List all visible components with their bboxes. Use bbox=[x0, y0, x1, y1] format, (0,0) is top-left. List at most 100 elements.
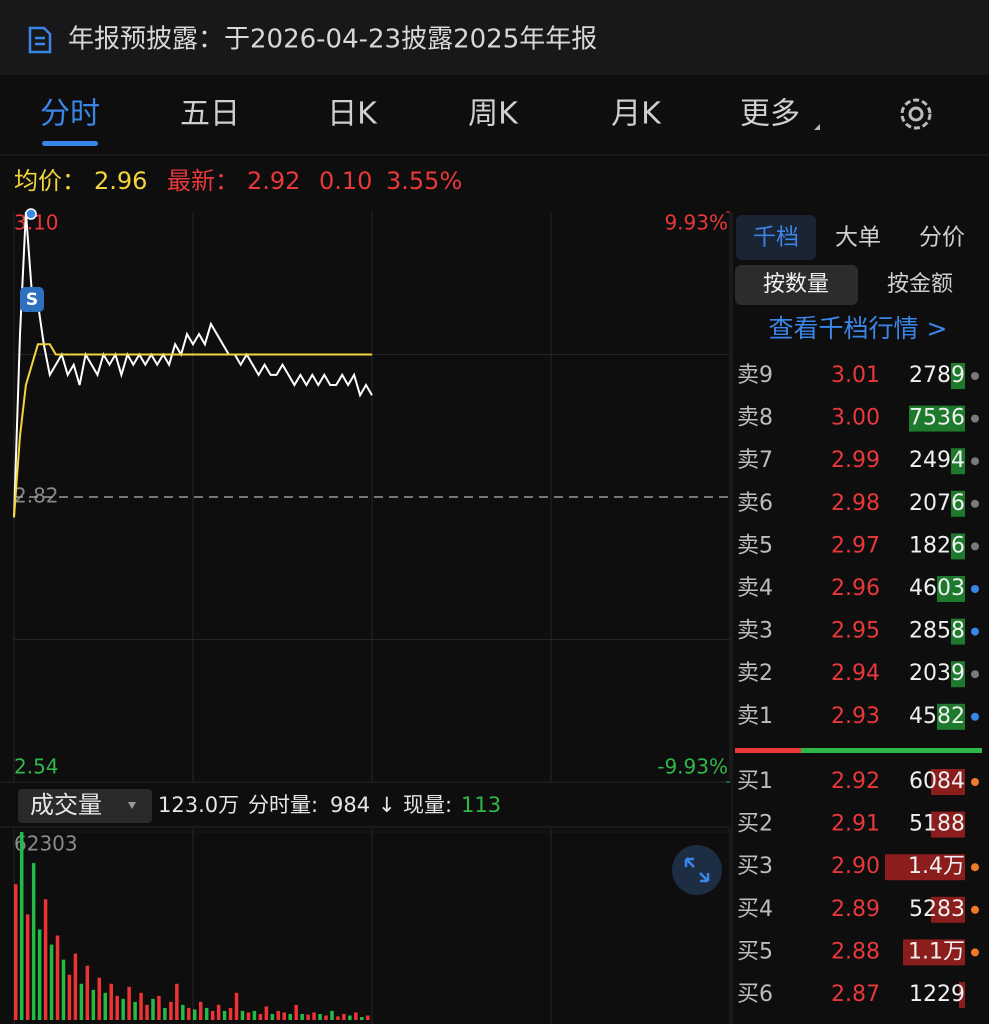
settings-icon[interactable] bbox=[900, 98, 932, 130]
volume-bar bbox=[228, 1007, 233, 1020]
book-level: 买1 bbox=[737, 769, 773, 794]
book-dot bbox=[971, 905, 979, 914]
volume-bar bbox=[354, 1012, 358, 1020]
volume-arrow: ↓ bbox=[378, 793, 396, 817]
book-tab[interactable]: 分价 bbox=[919, 225, 965, 251]
book-link[interactable]: 查看千档行情 > bbox=[769, 314, 948, 343]
volume-selector[interactable]: 成交量 bbox=[30, 791, 102, 819]
book-volume: 2494 bbox=[909, 448, 965, 473]
dropdown-arrow bbox=[128, 802, 136, 809]
book-volume: 1.1万 bbox=[908, 939, 965, 964]
book-tab[interactable]: 大单 bbox=[835, 225, 881, 251]
book-volume-bar bbox=[931, 811, 965, 838]
book-level: 卖6 bbox=[737, 491, 773, 516]
volume-bar bbox=[31, 863, 36, 1020]
quote-latest-label: 最新： bbox=[167, 167, 239, 195]
volume-bar bbox=[169, 1001, 173, 1020]
book-level: 卖1 bbox=[737, 704, 773, 729]
book-price: 2.91 bbox=[831, 812, 880, 837]
volume-bar bbox=[14, 884, 18, 1020]
volume-bar bbox=[366, 1015, 370, 1020]
book-tab-bg bbox=[736, 215, 816, 260]
book-price: 3.01 bbox=[831, 363, 880, 388]
quote-latest: 2.92 bbox=[247, 167, 300, 195]
volume-bar bbox=[264, 1006, 269, 1020]
book-level: 卖4 bbox=[737, 576, 773, 601]
book-volume-bar bbox=[931, 896, 965, 923]
book-volume-bar bbox=[885, 854, 965, 881]
tab[interactable]: 月K bbox=[611, 97, 662, 132]
y-tick-label: 2.82 bbox=[14, 484, 59, 508]
book-volume-bar bbox=[951, 618, 965, 645]
book-price: 2.88 bbox=[831, 939, 880, 964]
tab[interactable]: 日K bbox=[327, 97, 378, 132]
book-volume: 1826 bbox=[909, 533, 965, 558]
expand-button[interactable] bbox=[672, 845, 722, 895]
volume-bar bbox=[85, 965, 90, 1020]
volume-selector-bg[interactable] bbox=[18, 789, 152, 823]
book-mode[interactable]: 按数量 bbox=[763, 272, 829, 297]
book-level: 卖2 bbox=[737, 661, 773, 686]
book-volume-bar bbox=[937, 703, 965, 730]
book-price: 2.92 bbox=[831, 769, 880, 794]
volume-minute-label: 分时量: bbox=[248, 793, 318, 817]
book-volume: 2076 bbox=[909, 491, 965, 516]
book-price: 3.00 bbox=[831, 406, 880, 431]
tab[interactable]: 分时 bbox=[40, 97, 100, 132]
volume-bar bbox=[276, 1010, 281, 1020]
volume-bar bbox=[91, 989, 96, 1020]
quote-avg-label: 均价： bbox=[14, 167, 86, 195]
book-price: 2.93 bbox=[831, 704, 880, 729]
book-tab[interactable]: 千档 bbox=[753, 225, 799, 251]
volume-bar bbox=[67, 974, 72, 1020]
book-dot bbox=[971, 778, 979, 786]
quote-change: 0.10 bbox=[319, 167, 372, 195]
volume-bar bbox=[300, 1013, 304, 1020]
volume-bar bbox=[216, 1004, 221, 1020]
volume-bar bbox=[324, 1015, 328, 1020]
book-volume-bar bbox=[903, 939, 965, 966]
tab[interactable]: 五日 bbox=[180, 97, 240, 132]
volume-total: 123.0万 bbox=[158, 793, 239, 817]
volume-bar bbox=[282, 1012, 286, 1020]
quote-change-pct: 3.55% bbox=[386, 167, 462, 195]
book-level: 卖7 bbox=[737, 448, 773, 473]
book-level: 卖5 bbox=[737, 533, 773, 558]
volume-bar bbox=[163, 1007, 167, 1020]
volume-bar bbox=[198, 1001, 203, 1020]
y-tick-label: 62303 bbox=[14, 832, 78, 856]
book-price: 2.90 bbox=[831, 854, 880, 879]
book-level: 买6 bbox=[737, 982, 773, 1007]
volume-bar bbox=[336, 1016, 340, 1020]
sell-badge-text: S bbox=[26, 290, 38, 310]
price-line bbox=[13, 343, 372, 518]
tab[interactable]: 更多 bbox=[740, 97, 800, 132]
book-volume: 1229 bbox=[909, 982, 965, 1007]
book-price: 2.96 bbox=[831, 576, 880, 601]
volume-current-label: 现量: bbox=[403, 793, 452, 817]
volume-bar bbox=[37, 929, 42, 1020]
book-level: 买5 bbox=[737, 939, 773, 964]
volume-bar bbox=[49, 944, 54, 1020]
volume-bar bbox=[246, 1012, 251, 1020]
volume-bar bbox=[234, 992, 239, 1020]
volume-bar bbox=[204, 1007, 209, 1020]
book-volume-bar bbox=[931, 769, 965, 795]
book-volume: 5188 bbox=[909, 812, 965, 837]
volume-bar bbox=[79, 983, 84, 1020]
volume-bar bbox=[175, 983, 179, 1020]
tab[interactable]: 周K bbox=[468, 97, 519, 132]
volume-bar bbox=[222, 1010, 227, 1020]
book-volume-bar bbox=[937, 576, 965, 602]
volume-bar bbox=[103, 992, 107, 1020]
volume-bar bbox=[97, 977, 102, 1020]
volume-bar bbox=[240, 1010, 245, 1020]
volume-current: 113 bbox=[461, 793, 501, 817]
volume-bar bbox=[348, 1015, 352, 1020]
quote-avg: 2.96 bbox=[94, 167, 147, 195]
book-volume: 4582 bbox=[909, 704, 965, 729]
book-dot bbox=[971, 499, 979, 508]
book-mode[interactable]: 按金额 bbox=[887, 272, 953, 297]
